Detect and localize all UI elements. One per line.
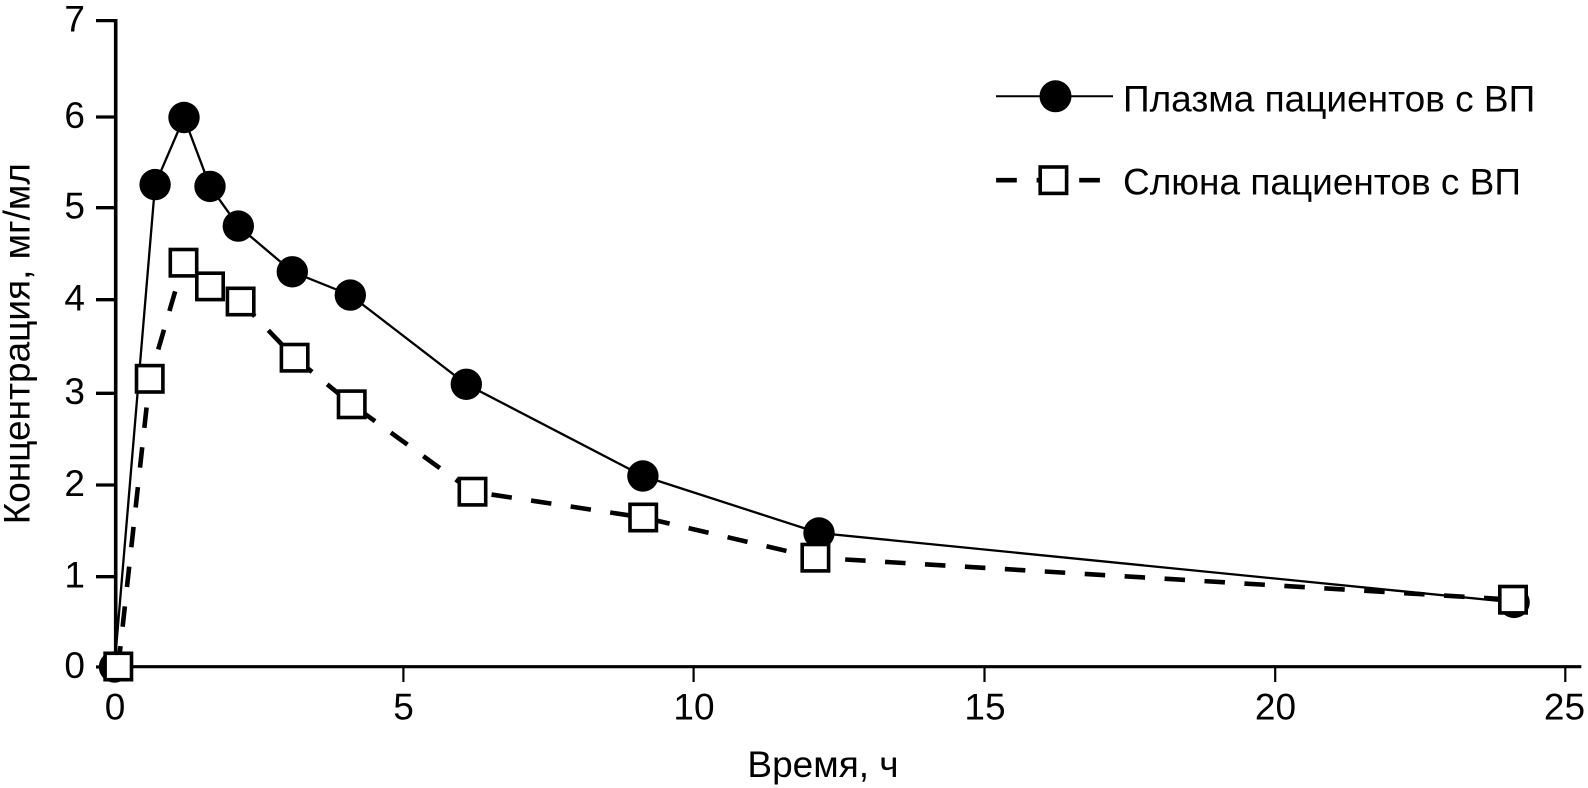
svg-text:3: 3 xyxy=(64,371,85,412)
svg-text:6: 6 xyxy=(64,95,85,136)
svg-text:7: 7 xyxy=(64,0,85,39)
svg-text:4: 4 xyxy=(64,278,85,319)
svg-text:10: 10 xyxy=(673,687,714,728)
svg-text:Слюна пациентов с ВП: Слюна пациентов с ВП xyxy=(1123,162,1521,203)
svg-text:5: 5 xyxy=(64,186,85,227)
svg-text:0: 0 xyxy=(64,645,85,686)
svg-text:Концентрация, мг/мл: Концентрация, мг/мл xyxy=(0,163,38,524)
svg-text:Плазма пациентов с ВП: Плазма пациентов с ВП xyxy=(1123,79,1535,120)
svg-text:0: 0 xyxy=(105,687,126,728)
svg-text:20: 20 xyxy=(1255,687,1296,728)
svg-text:2: 2 xyxy=(64,463,85,504)
svg-text:5: 5 xyxy=(393,687,414,728)
svg-text:1: 1 xyxy=(64,555,85,596)
svg-text:25: 25 xyxy=(1544,687,1585,728)
svg-text:Время, ч: Время, ч xyxy=(747,744,898,785)
svg-text:15: 15 xyxy=(964,687,1005,728)
